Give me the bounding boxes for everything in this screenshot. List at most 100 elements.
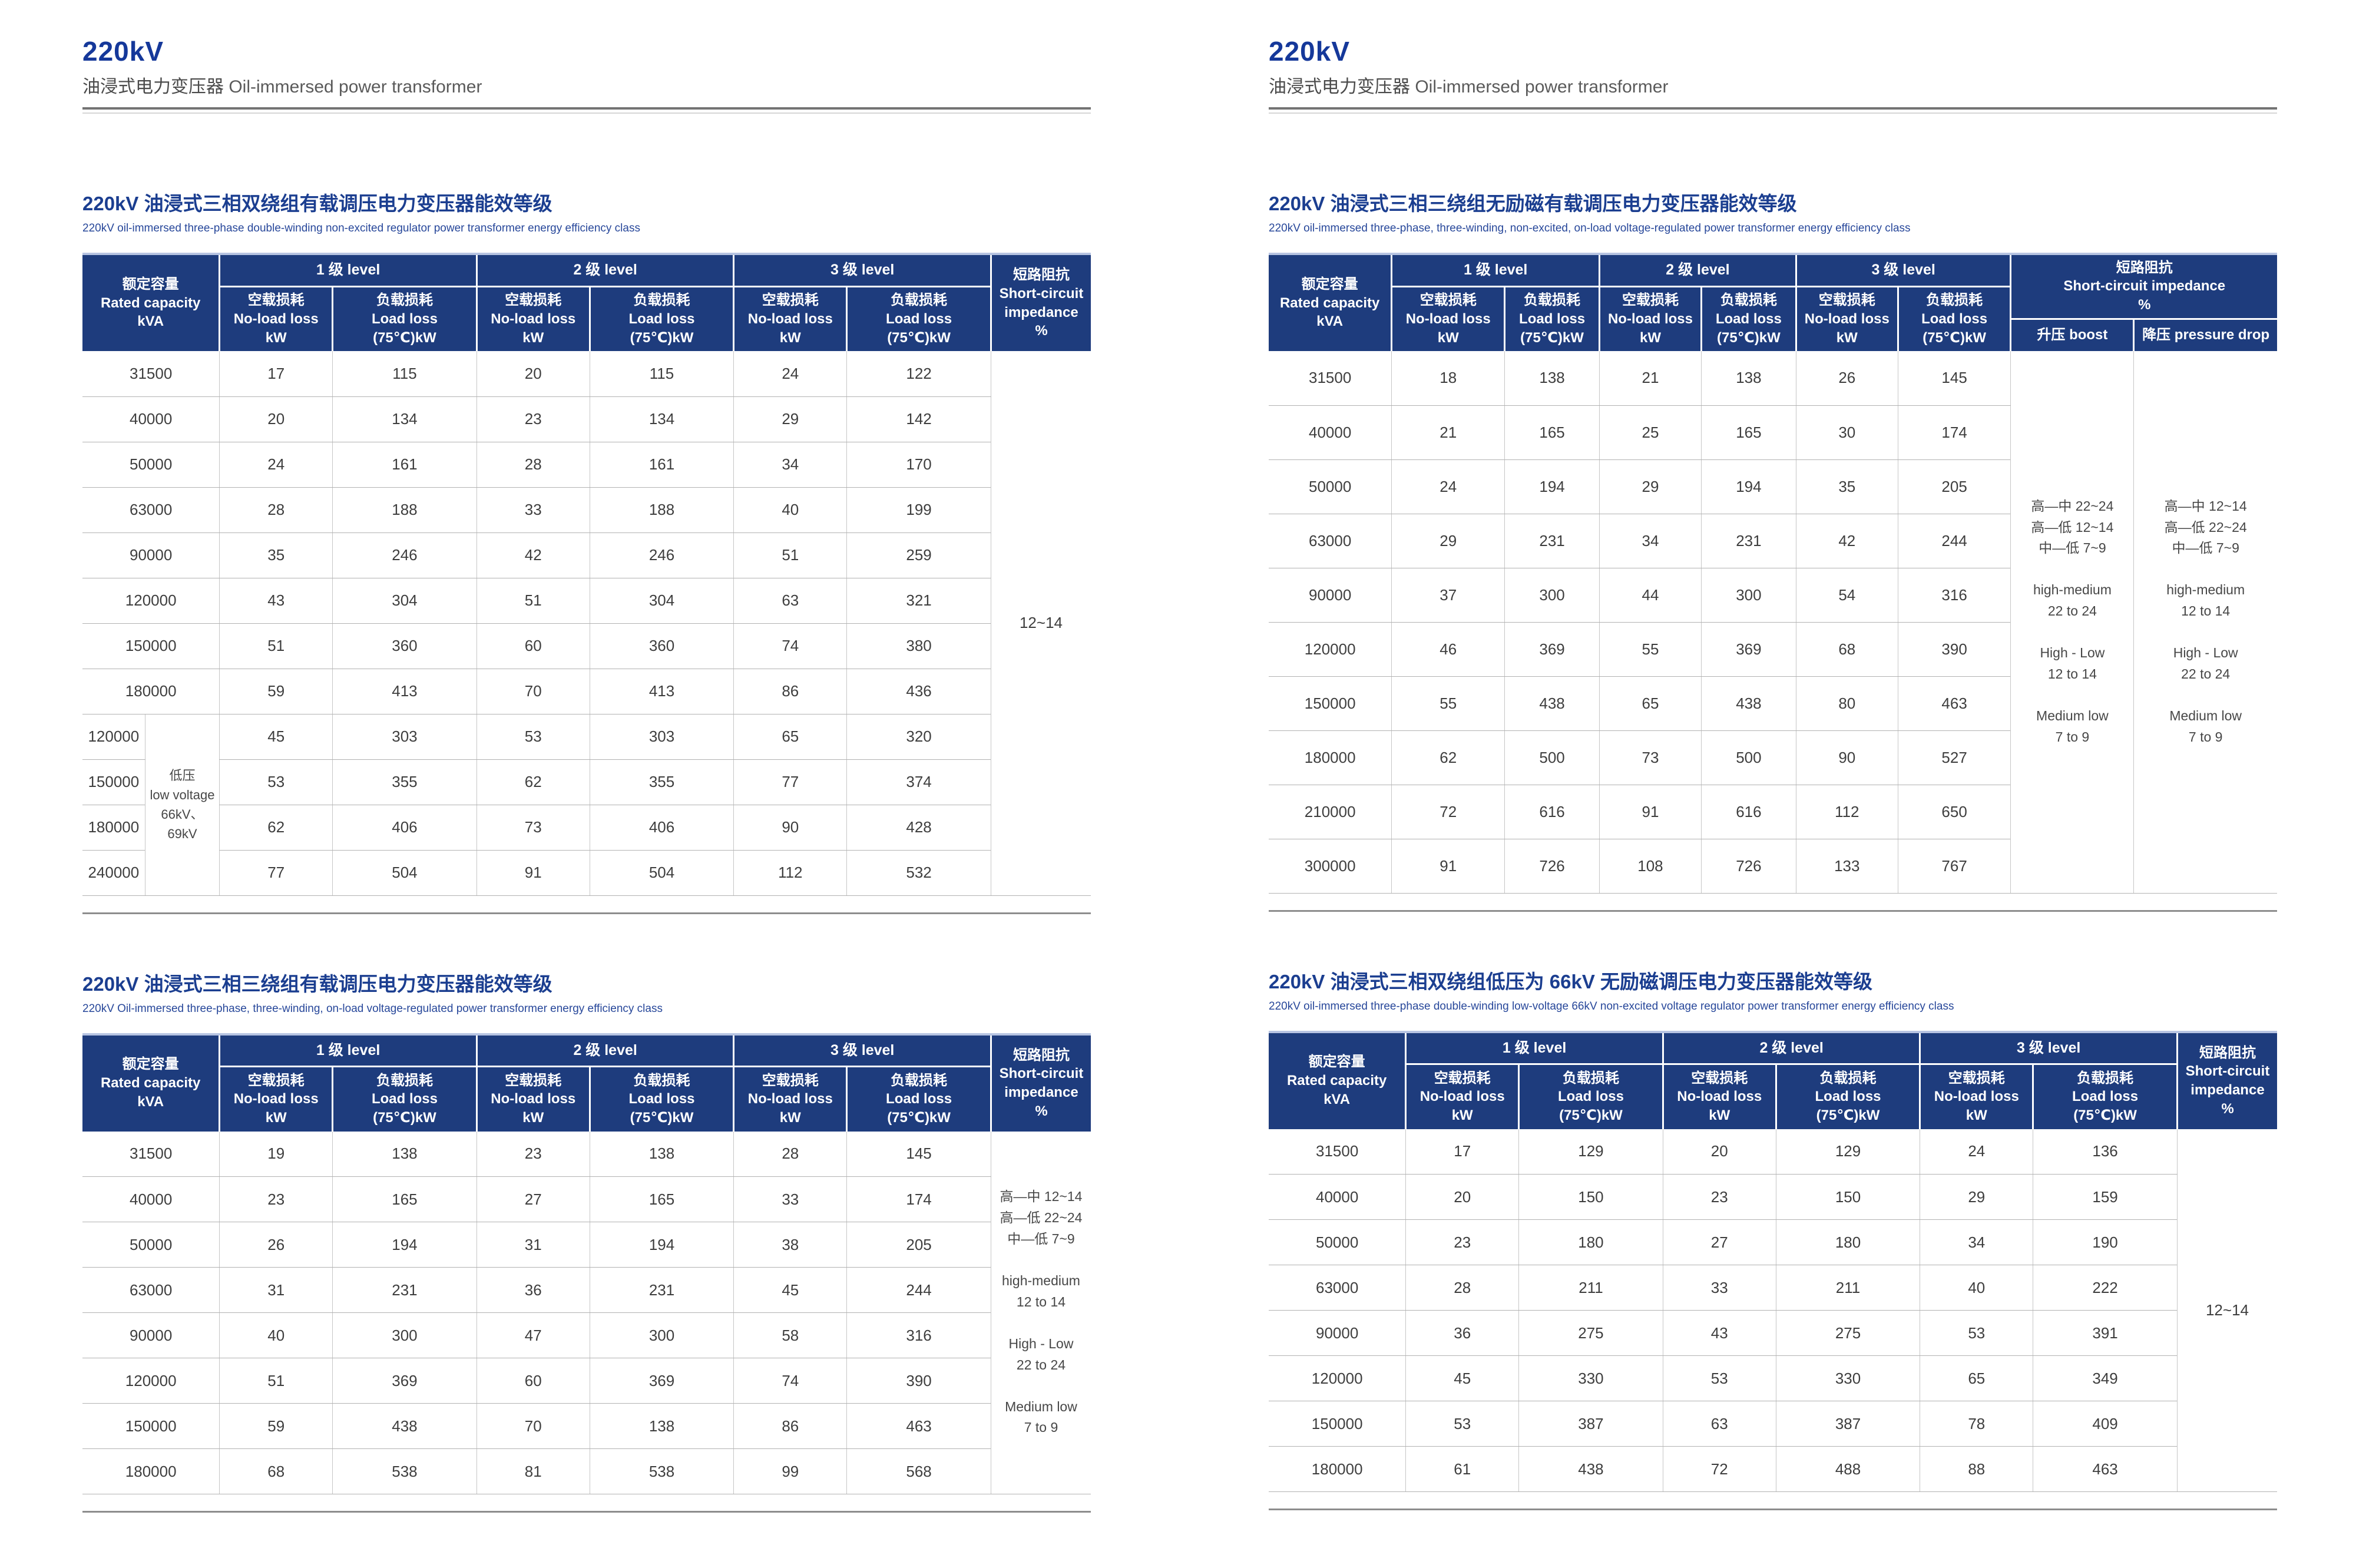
value-cell: 55 <box>1599 622 1702 677</box>
value-cell: 142 <box>846 396 991 442</box>
col-no-load-loss-2: 空载损耗 No-load loss kW <box>1662 1064 1776 1129</box>
value-cell: 438 <box>1518 1446 1663 1492</box>
value-cell: 23 <box>476 1131 590 1177</box>
value-cell: 63000 <box>1269 1265 1406 1311</box>
value-cell: 61 <box>1405 1446 1519 1492</box>
col-impedance: 短路阻抗 Short-circuit impedance % <box>2176 1031 2277 1129</box>
header-row: 空载损耗 No-load loss kW 负载损耗 Load loss (75℃)… <box>1269 1064 2277 1129</box>
value-cell: 65 <box>1599 676 1702 731</box>
value-cell: 500 <box>1504 730 1600 785</box>
value-cell: 31500 <box>82 351 220 397</box>
value-cell: 180 <box>1518 1219 1663 1265</box>
value-cell: 387 <box>1518 1401 1663 1447</box>
value-cell: 91 <box>1391 839 1505 894</box>
value-cell: 165 <box>1504 405 1600 460</box>
value-cell: 68 <box>219 1448 333 1494</box>
value-cell: 53 <box>1662 1355 1776 1401</box>
value-cell: 51 <box>476 578 590 624</box>
value-cell: 145 <box>846 1131 991 1177</box>
table-row: 63000 28 188 33 188 40 199 <box>82 487 1091 533</box>
value-cell: 19 <box>219 1131 333 1177</box>
value-cell: 46 <box>1391 622 1505 677</box>
page-subtitle-en: Oil-immersed power transformer <box>229 77 482 97</box>
col-group-level-3: 3 级 level <box>733 1034 991 1067</box>
value-cell: 63000 <box>1269 514 1392 568</box>
value-cell: 409 <box>2033 1401 2178 1447</box>
col-load-loss-3: 负载损耗 Load loss (75℃)kW <box>846 286 991 351</box>
value-cell: 88 <box>1920 1446 2033 1492</box>
col-group-level-1: 1 级 level <box>1405 1031 1663 1065</box>
col-rated-capacity: 额定容量 Rated capacity kVA <box>1269 254 1392 351</box>
value-cell: 120000 <box>82 714 145 760</box>
value-cell: 188 <box>589 487 734 533</box>
value-cell: 62 <box>219 805 333 851</box>
value-cell: 23 <box>1405 1219 1519 1265</box>
value-cell: 133 <box>1795 839 1898 894</box>
value-cell: 36 <box>1405 1310 1519 1356</box>
value-cell: 24 <box>1391 459 1505 514</box>
col-no-load-loss-1: 空载损耗 No-load loss kW <box>219 286 333 351</box>
value-cell: 120000 <box>82 1358 220 1404</box>
value-cell: 231 <box>1700 514 1796 568</box>
header-row: 空载损耗 No-load loss kW 负载损耗 Load loss (75℃)… <box>82 1066 1091 1132</box>
value-cell: 65 <box>1920 1355 2033 1401</box>
col-group-level-2: 2 级 level <box>1599 254 1796 287</box>
value-cell: 42 <box>1795 514 1898 568</box>
value-cell: 231 <box>589 1267 734 1313</box>
table-row: 90000 37 300 44 300 54 316 <box>1269 568 2277 623</box>
col-rated-capacity: 额定容量 Rated capacity kVA <box>1269 1031 1406 1129</box>
col-load-loss-3: 负载损耗 Load loss (75℃)kW <box>2032 1064 2178 1129</box>
value-cell: 72 <box>1662 1446 1776 1492</box>
col-group-level-1: 1 级 level <box>219 254 477 287</box>
table-double-winding-on-load: 额定容量 Rated capacity kVA 1 级 level 2 级 leve… <box>82 253 1091 896</box>
value-cell: 73 <box>1599 730 1702 785</box>
col-group-level-2: 2 级 level <box>1662 1031 1920 1065</box>
value-cell: 330 <box>1775 1355 1920 1401</box>
col-group-level-2: 2 级 level <box>475 1034 734 1067</box>
value-cell: 304 <box>332 578 477 624</box>
value-cell: 65 <box>733 714 847 760</box>
col-load-loss-1: 负载损耗 Load loss (75℃)kW <box>1518 1064 1663 1129</box>
page-subtitle: 油浸式电力变压器 Oil-immersed power transformer <box>82 72 1091 98</box>
value-cell: 180000 <box>1269 1446 1406 1492</box>
table-row: 210000 72 616 91 616 112 650 <box>1269 785 2277 839</box>
value-cell: 70 <box>476 1403 590 1449</box>
value-cell: 188 <box>332 487 477 533</box>
section-subtitle: 220kV Oil-immersed three-phase, three-wi… <box>82 1002 663 1015</box>
col-rated-capacity: 额定容量 Rated capacity kVA <box>82 1034 220 1132</box>
value-cell: 73 <box>476 805 590 851</box>
table-bottom-border <box>1269 894 2277 912</box>
value-cell: 34 <box>1920 1219 2033 1265</box>
value-cell: 53 <box>219 759 333 805</box>
value-cell: 72 <box>1391 785 1505 839</box>
value-cell: 45 <box>1405 1355 1519 1401</box>
table-row: 120000 低压 low voltage 66kV、 69kV 45 303 53 30… <box>82 714 1091 896</box>
value-cell: 90000 <box>82 532 220 578</box>
value-cell: 40 <box>733 487 847 533</box>
value-cell: 90000 <box>1269 1310 1406 1356</box>
value-cell: 246 <box>589 532 734 578</box>
value-cell: 259 <box>846 532 991 578</box>
value-cell: 374 <box>846 759 991 805</box>
value-cell: 211 <box>1518 1265 1663 1311</box>
value-cell: 180000 <box>82 805 145 851</box>
col-load-loss-3: 负载损耗 Load loss (75℃)kW <box>846 1066 991 1132</box>
value-cell: 170 <box>846 442 991 488</box>
table-row: 50000 26 194 31 194 38 205 <box>82 1222 1091 1268</box>
value-cell: 59 <box>219 669 333 714</box>
col-load-loss-2: 负载损耗 Load loss (75℃)kW <box>588 286 734 351</box>
col-impedance: 短路阻抗 Short-circuit impedance % <box>990 254 1091 351</box>
value-cell: 17 <box>1405 1129 1519 1175</box>
value-cell: 150000 <box>82 759 145 805</box>
value-cell: 136 <box>2033 1129 2178 1175</box>
value-cell: 463 <box>1897 676 2011 731</box>
value-cell: 40000 <box>1269 405 1392 460</box>
value-cell: 304 <box>589 578 734 624</box>
value-cell: 231 <box>332 1267 477 1313</box>
value-cell: 28 <box>476 442 590 488</box>
value-cell: 21 <box>1599 351 1702 406</box>
value-cell: 90000 <box>1269 568 1392 623</box>
value-cell: 120000 <box>82 578 220 624</box>
col-no-load-loss-1: 空载损耗 No-load loss kW <box>1405 1064 1519 1129</box>
value-cell: 500 <box>1700 730 1796 785</box>
